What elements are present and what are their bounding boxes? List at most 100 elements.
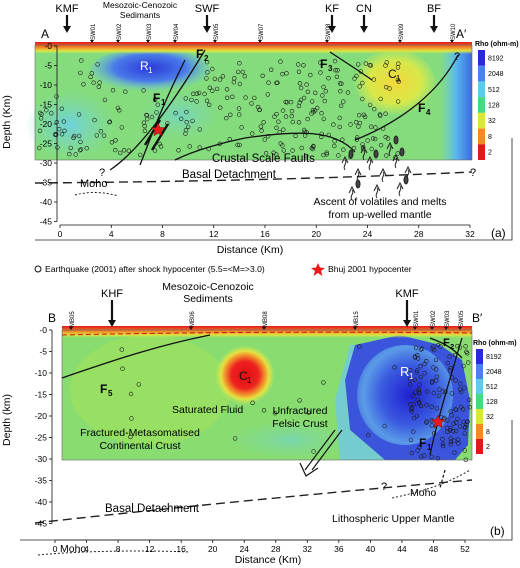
b-quake-dot [411,402,416,407]
x-tick-label: 16 [260,229,270,239]
a-quake-dot [141,88,146,93]
a-quake-dot [88,74,93,80]
fault-label-f2-a: F [196,47,203,61]
fault-name-label: KMF [395,288,419,300]
station-label: SW09 [399,23,405,40]
a-quake-dot [154,110,159,115]
a-quake-dot [141,120,147,125]
x-tick-label: 48 [429,544,439,554]
station-label: MB06 [190,311,196,327]
y-tick-label: -15 [35,390,48,400]
a-quake-dot [338,103,344,109]
x-axis-label-b: Distance (Km) [235,554,302,566]
a-quake-dot [283,114,289,119]
station-marker [213,40,217,43]
station-label: SW05 [459,310,465,327]
a-quake-dot [36,145,42,151]
b-quake-dot [409,409,414,414]
fault-name-label: KMF [55,3,79,15]
x-tick-label: 28 [271,544,281,554]
b-quake-dot [366,432,371,438]
basal-detachment-label-a: Basal Detachment [182,169,277,181]
a-quake-dot [207,102,212,108]
ascent-arrowhead [373,183,381,192]
colorbar-swatch [478,50,485,66]
station-marker [90,40,94,43]
a-quake-dot [84,146,89,151]
fault-label-f4-a-sub: 4 [426,108,431,117]
b-quake-dot [408,382,413,387]
a-quake-dot [110,87,116,93]
b-quake-dot [411,429,416,434]
a-quake-dot [144,112,149,118]
station-label: SW03 [445,310,451,327]
melt-drop [393,135,399,145]
section-start-b: B [48,311,56,325]
stations-b: MB05 MB06 MB08 MB15 SW01 SW02 SW03 SW05 [69,310,465,330]
b-quake-dot [415,356,421,361]
ascent-arrowhead [354,167,362,176]
b-quake-dot [466,397,472,402]
x-tick-label: 44 [397,544,407,554]
b-quake-dot [434,374,439,379]
a-quake-dot [332,143,337,149]
b-quake-dot [425,389,430,394]
colorbar-title: Rho (ohm-m) [475,41,519,48]
x-tick-label: 12 [145,544,155,554]
colorbar-swatch [476,364,483,379]
legend: Earthquake (2001) after shock hypocenter… [34,263,412,276]
sediments-label-b: Mesozoic-Cenozoic Sediments [162,281,254,305]
a-quake-dot [197,127,203,132]
b-quake-dot [419,454,424,459]
colorbar-label: 8 [488,134,492,141]
ascent-arrowhead [341,155,349,164]
b-quake-dot [455,416,460,422]
b-quake-dot [261,408,267,413]
a-quake-dot [272,114,277,119]
a-quake-dot [351,145,357,151]
a-quake-dot [365,138,370,143]
fault-arrow-head [328,26,336,33]
ascent-arrowhead [396,181,404,190]
station-label: SW02 [117,23,123,40]
a-quake-dot [309,111,314,116]
a-quake-dot [360,142,365,147]
a-quake-dot [387,86,392,91]
b-quake-dot [433,357,439,363]
fault-name-label: KF [325,3,339,15]
block-label-r1-b: R [400,364,409,379]
fault-name-label: SWF [195,3,220,15]
a-quake-dot [240,69,246,75]
a-quake-dot [356,62,361,67]
b-quake-dot [458,381,463,386]
a-quake-dot [59,106,64,112]
fault-name-label: BF [427,3,441,15]
a-quake-dot [183,96,189,101]
a-quake-dot [297,81,303,86]
b-quake-dot [424,420,429,425]
earthquake-legend-label: Earthquake (2001) after shock hypocenter… [45,264,265,274]
b-quake-dot [417,445,422,450]
station-label: SW04 [174,23,180,40]
station-label: MB08 [263,311,269,327]
fault-label-f1-a: F [153,91,160,105]
b-quake-dot [311,449,316,454]
b-quake-dot [419,346,425,351]
question-mark-a-3: ? [470,167,476,179]
x-tick-label: 28 [414,229,424,239]
a-quake-dot [97,80,102,85]
a-quake-dot [324,152,329,157]
a-quake-dot [123,89,128,94]
melt-drop [373,149,379,159]
a-quake-dot [262,137,267,142]
a-quake-dot [38,116,44,121]
a-quake-dot [360,96,365,102]
question-mark-a-1: ? [99,167,105,179]
b-quake-dot [407,402,413,407]
a-quake-dot [214,86,220,92]
b-quake-dot [429,380,435,385]
block-label-c1-b-sub: 1 [247,376,252,385]
x-tick-label: 24 [239,544,249,554]
fault-label-f1-b-sub: 1 [427,443,432,452]
fault-name-label: CN [356,3,372,15]
